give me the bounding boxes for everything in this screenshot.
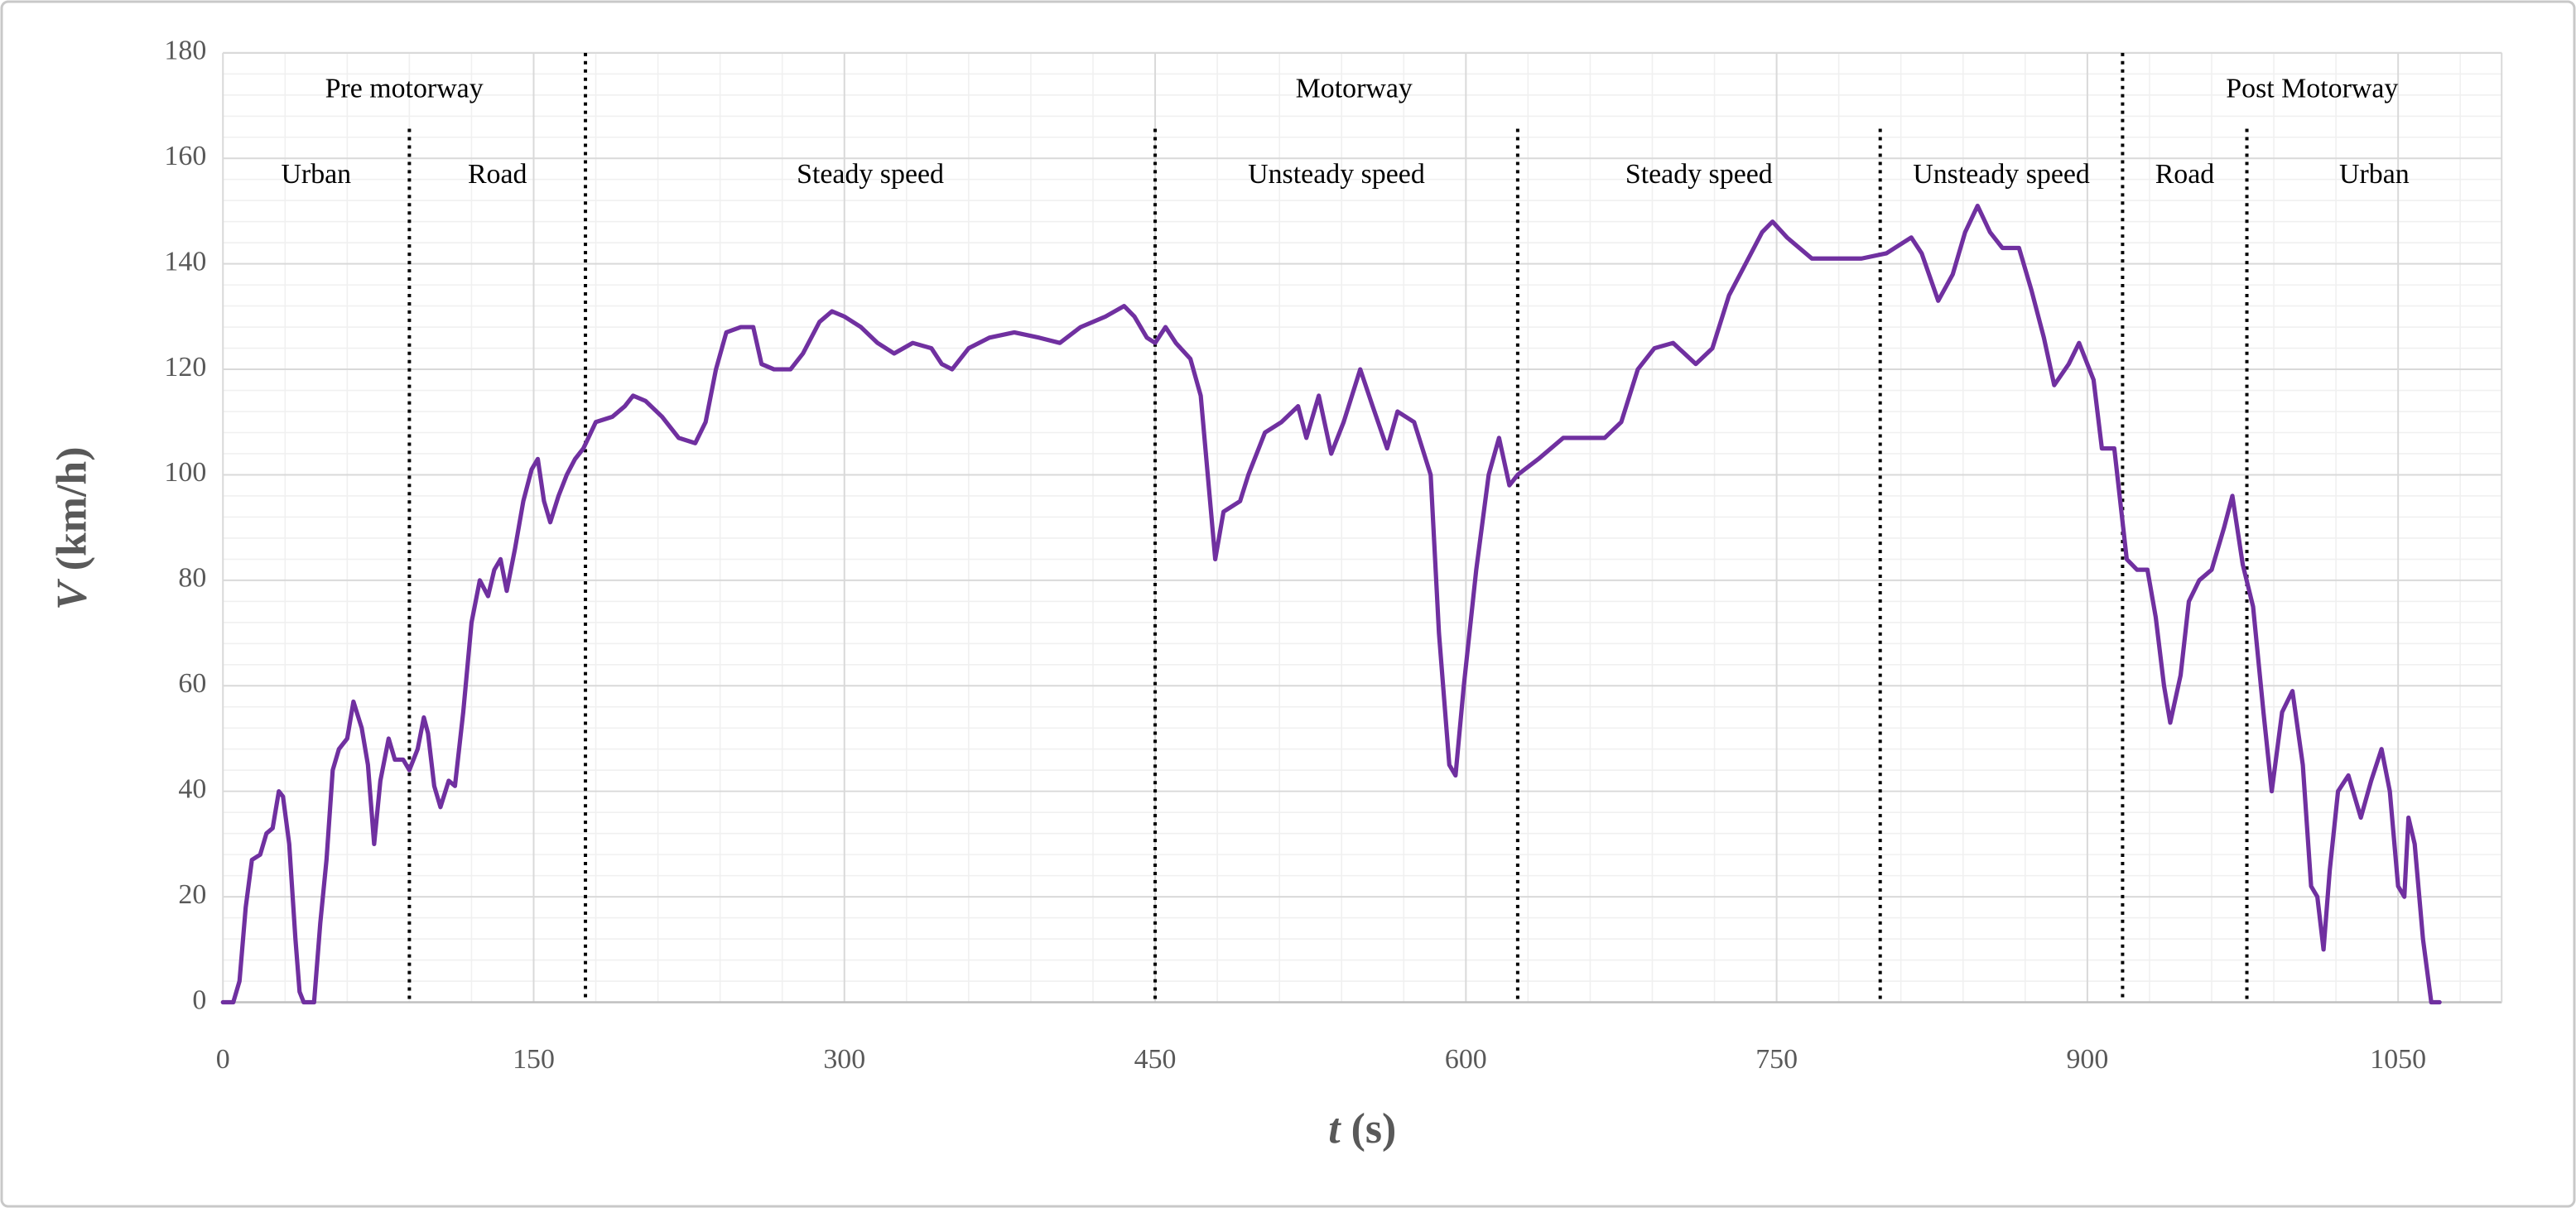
x-axis-title: t (s) [1328,1105,1396,1153]
subsection-label: Steady speed [1625,159,1773,190]
subsection-label: Unsteady speed [1913,159,2090,190]
x-tick-label: 900 [2066,1044,2108,1075]
y-tick-label: 40 [178,773,206,804]
x-tick-label: 450 [1134,1044,1177,1075]
y-tick-label: 0 [192,984,206,1015]
x-tick-label: 1050 [2370,1044,2426,1075]
y-tick-label: 180 [164,36,206,66]
subsection-label: Urban [281,159,351,190]
x-axis-symbol: t [1328,1105,1341,1153]
x-tick-label: 300 [823,1044,865,1075]
section-label: Post Motorway [2226,73,2398,103]
x-tick-label: 750 [1755,1044,1798,1075]
y-tick-label: 100 [164,457,206,488]
x-tick-label: 150 [513,1044,555,1075]
y-tick-label: 140 [164,246,206,277]
y-tick-label: 20 [178,879,206,910]
y-axis-symbol: V [49,578,96,610]
subsection-label: Steady speed [797,159,944,190]
subsection-label: Road [2155,159,2215,190]
marks: Pre motorway Motorway Post Motorway Urban Ro… [220,52,2442,1005]
y-tick-label: 60 [178,668,206,699]
y-tick-label: 80 [178,563,206,594]
section-label: Pre motorway [325,73,484,103]
subsection-label: Road [468,159,527,190]
y-tick-label: 160 [164,141,206,171]
y-axis-title: V (km/h) [49,446,96,609]
y-tick-label: 120 [164,352,206,383]
subsection-label: Unsteady speed [1248,159,1425,190]
section-label: Motorway [1296,73,1413,103]
subsection-label: Urban [2339,159,2410,190]
y-axis-unit: (km/h) [49,446,96,570]
x-tick-label: 0 [216,1044,230,1075]
speed-line [220,203,2442,1005]
x-axis-unit: (s) [1351,1105,1397,1153]
x-tick-label: 600 [1445,1044,1487,1075]
